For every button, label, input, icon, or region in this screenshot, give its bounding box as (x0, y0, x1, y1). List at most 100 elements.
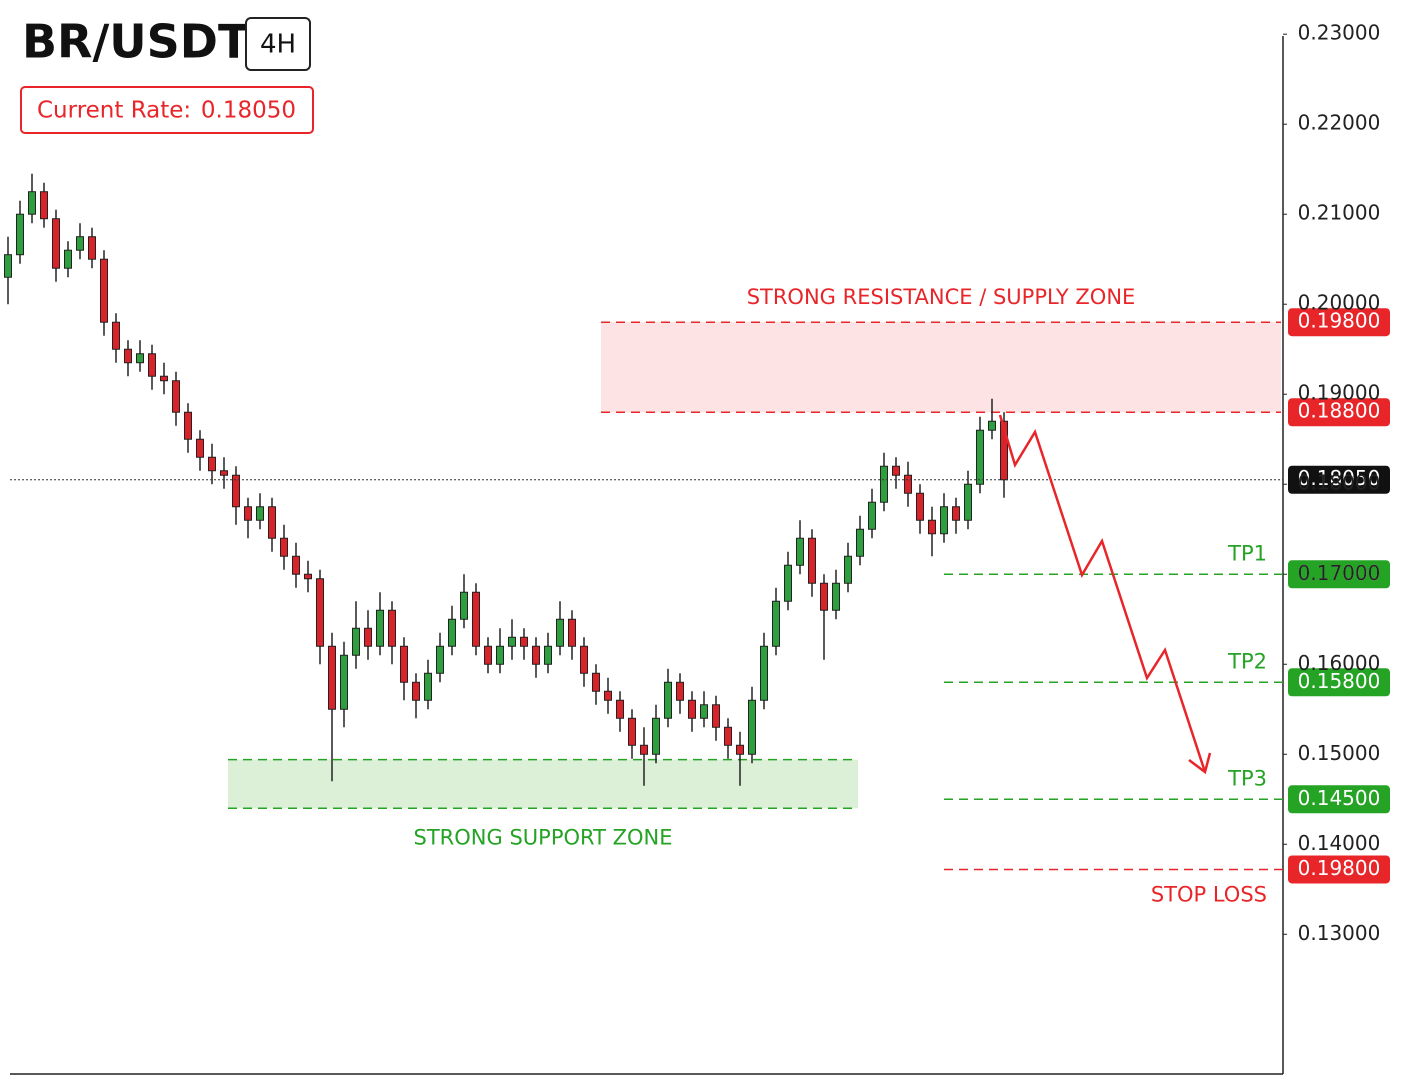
chart-title: BR/USDT (22, 15, 250, 69)
level-tag-text: 0.18800 (1298, 399, 1381, 423)
projection-arrowhead (1188, 752, 1212, 775)
candle-body (844, 555, 852, 584)
level-tag-text: 0.15800 (1298, 669, 1381, 693)
candle-body (316, 578, 324, 647)
candle-body (268, 506, 276, 539)
level-tag (1288, 398, 1390, 427)
candle-body (736, 744, 744, 755)
y-tick-label: 0.17000 (1298, 561, 1381, 585)
candle-body (412, 681, 420, 701)
candle-body (784, 564, 792, 602)
candle-body (184, 411, 192, 440)
level-tag-text: 0.19800 (1298, 856, 1381, 880)
candle-body (40, 191, 48, 220)
candle-body (856, 528, 864, 557)
candle-body (568, 618, 576, 647)
y-tick-label: 0.15000 (1298, 741, 1381, 765)
candle-body (208, 456, 216, 472)
candle-body (364, 627, 372, 647)
candle-body (220, 470, 228, 476)
candle-body (580, 645, 588, 674)
candle-body (976, 429, 984, 485)
current-price-tag-text: 0.18050 (1298, 466, 1381, 490)
candle-body (136, 353, 144, 364)
candle-body (940, 506, 948, 535)
candle-body (52, 218, 60, 269)
candle-body (16, 213, 24, 256)
candle-body (148, 353, 156, 377)
zone-area (601, 322, 1281, 413)
candle-body (124, 348, 132, 364)
level-tag-text: 0.14500 (1298, 786, 1381, 810)
zone-area (228, 759, 858, 809)
candle-body (748, 699, 756, 755)
candle-body (988, 420, 996, 431)
candle-body (76, 236, 84, 251)
current-rate-label: Current Rate: (37, 98, 191, 124)
candle-body (388, 609, 396, 647)
candle-body (436, 645, 444, 674)
timeframe-box (245, 17, 311, 71)
candle-body (196, 438, 204, 458)
candle-body (352, 627, 360, 656)
candle-body (112, 321, 120, 350)
level-tag (1288, 308, 1390, 337)
y-tick-label: 0.20000 (1298, 291, 1381, 315)
y-tick-label: 0.13000 (1298, 921, 1381, 945)
candle-body (4, 254, 12, 278)
candle-body (172, 380, 180, 413)
zones: STRONG RESISTANCE / SUPPLY ZONE STRONG SU… (228, 285, 1281, 849)
candle-body (448, 618, 456, 647)
candle-body (376, 609, 384, 647)
candle-body (340, 654, 348, 710)
candle-body (232, 474, 240, 508)
projection-path (998, 414, 1207, 773)
levels: 0.18050 0.19800 0.18800 TP1 0.17000 TP2 0.1580… (10, 308, 1390, 906)
candle-body (712, 704, 720, 728)
candle-body (928, 519, 936, 535)
y-tick-label: 0.18000 (1298, 471, 1381, 495)
candle-body (280, 537, 288, 557)
candle-body (616, 699, 624, 719)
candle-body (484, 645, 492, 665)
candle-body (556, 618, 564, 647)
candle-body (88, 236, 96, 260)
candle-body (496, 645, 504, 665)
level-tag (1288, 785, 1390, 814)
candle-body (820, 582, 828, 611)
level-name: TP2 (1227, 649, 1267, 673)
candle-body (244, 506, 252, 521)
current-rate-box (20, 86, 314, 134)
y-tick-label: 0.16000 (1298, 651, 1381, 675)
candle-body (916, 492, 924, 521)
candle-body (604, 690, 612, 701)
y-tick-label: 0.14000 (1298, 831, 1381, 855)
candle-body (964, 483, 972, 521)
candle-body (700, 704, 708, 719)
candle-body (952, 506, 960, 521)
candle-body (592, 672, 600, 692)
candle-body (676, 681, 684, 701)
level-tag (1288, 560, 1390, 589)
level-name: TP1 (1227, 541, 1267, 565)
current-price-tag (1288, 465, 1390, 494)
candle-body (304, 573, 312, 580)
candle-body (868, 501, 876, 530)
candle-body (892, 465, 900, 476)
zone-label: STRONG SUPPORT ZONE (414, 825, 673, 849)
candle-body (424, 672, 432, 701)
level-name: STOP LOSS (1151, 882, 1267, 906)
candle-body (400, 645, 408, 683)
candle-body (532, 645, 540, 665)
y-tick-label: 0.21000 (1298, 201, 1381, 225)
level-tag-text: 0.17000 (1298, 561, 1381, 585)
y-tick-label: 0.23000 (1298, 21, 1381, 45)
candle-body (688, 699, 696, 719)
candle-body (664, 681, 672, 719)
candles (4, 173, 1008, 786)
candle-body (460, 591, 468, 620)
candle-body (808, 537, 816, 584)
candle-body (640, 744, 648, 755)
